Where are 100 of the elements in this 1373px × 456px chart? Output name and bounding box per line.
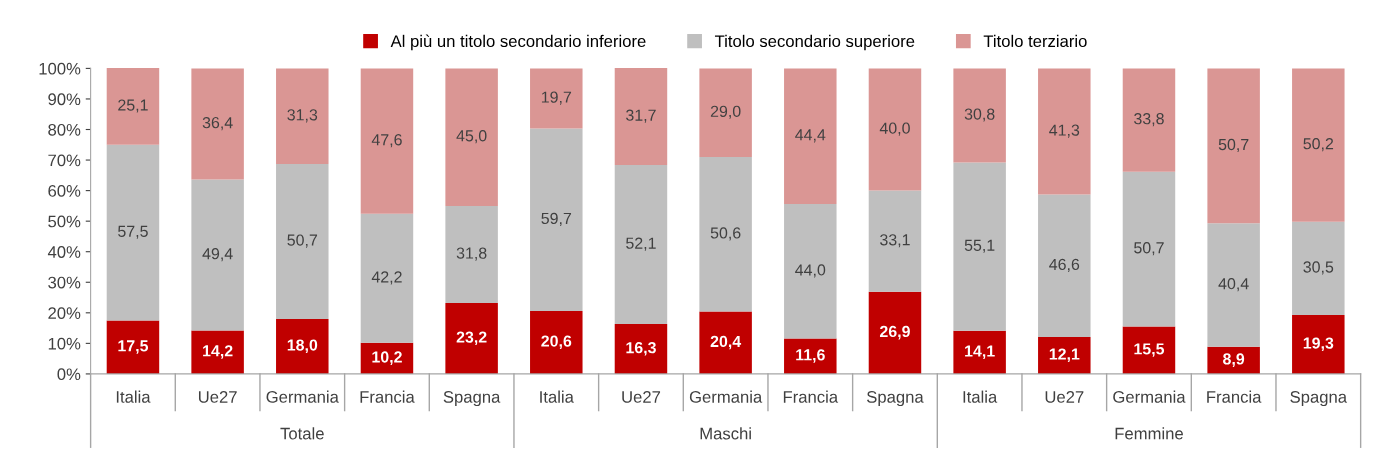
bar xyxy=(106,68,160,145)
x-tick-label: Ue27 xyxy=(198,391,237,403)
data-label: 52,1 xyxy=(626,237,656,251)
data-label: 44,4 xyxy=(795,129,826,143)
data-label: 30,8 xyxy=(964,108,995,122)
bar xyxy=(953,162,1006,331)
bar xyxy=(699,311,752,374)
bar xyxy=(445,205,498,304)
bar xyxy=(953,330,1006,374)
y-tick-label: 40% xyxy=(47,246,81,258)
data-label: 19,3 xyxy=(1303,337,1334,352)
data-label: 12,1 xyxy=(1049,348,1080,363)
x-tick-label: Germania xyxy=(266,390,339,403)
legend-label: Titolo secondario superiore xyxy=(714,34,915,51)
data-label: 20,4 xyxy=(710,335,742,350)
y-tick-label: 70% xyxy=(48,154,81,167)
x-tick-label: Italia xyxy=(116,390,151,403)
x-tick-label: Italia xyxy=(963,390,998,403)
legend-label: Titolo terziario xyxy=(983,34,1087,48)
data-label: 26,9 xyxy=(879,325,910,340)
x-tick-label: Spagna xyxy=(867,391,924,407)
data-label: 31,3 xyxy=(287,109,318,123)
data-label: 50,7 xyxy=(287,234,318,248)
data-label: 42,2 xyxy=(371,271,402,285)
bar xyxy=(360,213,414,343)
bar xyxy=(276,164,329,319)
y-tick-label: 30% xyxy=(48,276,81,289)
data-label: 8,9 xyxy=(1223,353,1245,367)
bar xyxy=(1038,68,1091,195)
data-label: 45,0 xyxy=(456,130,487,144)
data-label: 33,1 xyxy=(880,234,910,248)
data-label: 23,2 xyxy=(456,331,487,346)
data-label: 46,6 xyxy=(1049,258,1080,272)
bar xyxy=(1292,314,1345,374)
data-label: 59,7 xyxy=(541,212,572,226)
bar xyxy=(1038,194,1091,337)
bar xyxy=(1122,326,1176,374)
data-label: 50,2 xyxy=(1303,138,1334,152)
x-tick-label: Spagna xyxy=(443,391,501,407)
bar xyxy=(614,164,668,325)
data-label: 41,3 xyxy=(1049,124,1080,138)
bar xyxy=(614,324,668,374)
bar xyxy=(784,204,837,339)
data-label: 16,3 xyxy=(626,342,656,356)
bar xyxy=(1122,171,1176,327)
text: Maschi xyxy=(700,427,751,440)
bar xyxy=(868,291,922,374)
bar xyxy=(360,68,414,214)
bar xyxy=(1207,68,1260,224)
x-tick-label: Francia xyxy=(1207,390,1262,403)
bar xyxy=(191,68,244,180)
data-label: 33,8 xyxy=(1134,113,1164,127)
x-tick-label: Spagna xyxy=(1290,391,1348,407)
bar xyxy=(1292,221,1345,315)
data-label: 17,5 xyxy=(118,340,149,354)
bar xyxy=(868,190,922,292)
bar xyxy=(1038,336,1091,374)
bar xyxy=(191,330,244,374)
data-label: 14,2 xyxy=(203,345,233,359)
bar xyxy=(1207,223,1260,347)
bar xyxy=(1122,68,1176,172)
bar xyxy=(530,68,583,129)
x-tick-label: Germania xyxy=(1113,390,1186,403)
bar xyxy=(530,128,583,311)
y-tick-label: 90% xyxy=(48,93,81,106)
data-label: 30,5 xyxy=(1303,261,1334,275)
data-label: 49,4 xyxy=(202,248,233,262)
data-label: 40,4 xyxy=(1218,277,1249,292)
bar xyxy=(445,303,498,374)
data-label: 25,1 xyxy=(118,99,148,113)
legend-label: Al più un titolo secondario inferiore xyxy=(390,34,646,51)
y-tick-label: 80% xyxy=(48,123,81,136)
y-tick-label: 50% xyxy=(48,215,81,228)
bar xyxy=(530,310,583,374)
data-label: 19,7 xyxy=(541,91,572,105)
data-label: 40,0 xyxy=(879,122,910,136)
data-label: 18,0 xyxy=(287,339,318,354)
bar xyxy=(868,68,922,191)
bar xyxy=(445,68,498,206)
x-tick-label: Italia xyxy=(540,390,574,403)
data-label: 29,0 xyxy=(710,105,741,119)
bar xyxy=(953,68,1006,163)
x-tick-label: Germania xyxy=(689,390,763,403)
data-label: 36,4 xyxy=(202,116,233,131)
bar xyxy=(784,68,837,205)
x-tick-label: Ue27 xyxy=(622,391,661,403)
data-label: 10,2 xyxy=(372,351,402,365)
text: Femmine xyxy=(1115,427,1183,440)
bar xyxy=(106,320,160,374)
bar xyxy=(699,68,752,157)
data-label: 20,6 xyxy=(541,335,572,350)
bar xyxy=(614,68,668,165)
y-tick-label: 60% xyxy=(48,185,81,197)
x-tick-label: Francia xyxy=(360,390,415,403)
data-label: 11,6 xyxy=(796,349,825,363)
bar xyxy=(276,68,329,165)
y-tick-label: 10% xyxy=(48,337,81,350)
bar xyxy=(106,144,160,321)
bar xyxy=(1292,68,1345,222)
data-label: 47,6 xyxy=(371,134,402,148)
